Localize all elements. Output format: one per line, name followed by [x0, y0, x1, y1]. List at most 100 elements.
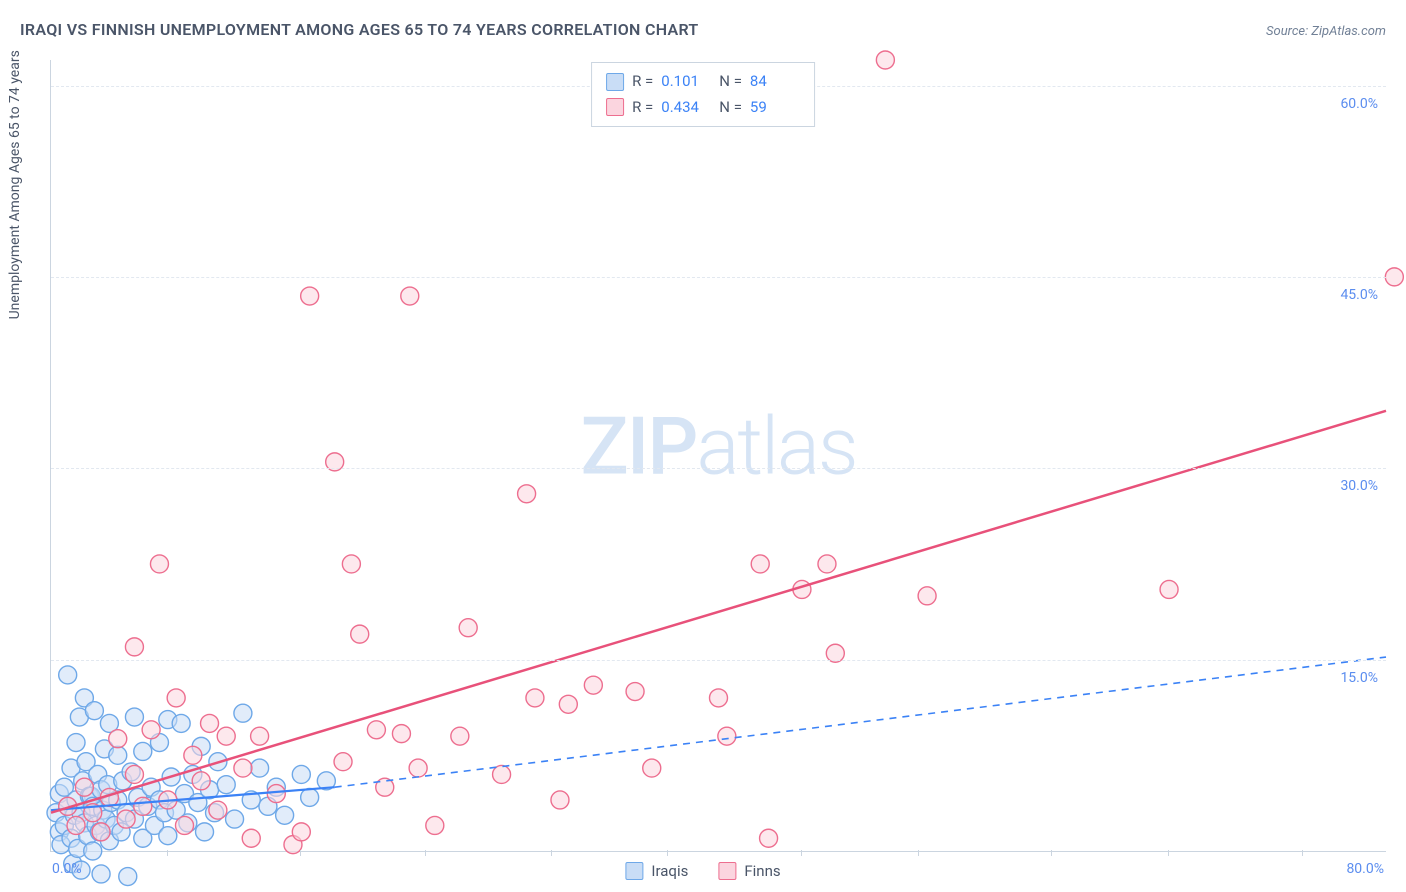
data-point: [1385, 268, 1403, 286]
data-point: [584, 676, 602, 694]
x-tick-mark: [551, 850, 552, 856]
legend-item: Iraqis: [625, 862, 688, 880]
x-tick-mark: [1302, 850, 1303, 856]
data-point: [117, 810, 135, 828]
scatter-svg: [51, 60, 1386, 851]
data-point: [217, 776, 235, 794]
stat-n-label: N =: [719, 95, 742, 121]
data-point: [172, 714, 190, 732]
data-point: [125, 708, 143, 726]
data-point: [301, 788, 319, 806]
data-point: [109, 730, 127, 748]
data-point: [59, 666, 77, 684]
data-point: [342, 555, 360, 573]
x-tick-mark: [1051, 850, 1052, 856]
plot-area: ZIPatlas 15.0%30.0%45.0%60.0%: [50, 60, 1386, 852]
data-point: [401, 287, 419, 305]
gridline: [51, 660, 1386, 661]
data-point: [918, 587, 936, 605]
data-point: [426, 816, 444, 834]
data-point: [292, 765, 310, 783]
data-point: [184, 746, 202, 764]
chart-header: IRAQI VS FINNISH UNEMPLOYMENT AMONG AGES…: [20, 20, 1386, 39]
data-point: [209, 801, 227, 819]
trend-line-dashed: [335, 657, 1386, 787]
data-point: [301, 287, 319, 305]
data-point: [710, 689, 728, 707]
x-max-label: 80.0%: [1346, 861, 1384, 877]
x-tick-mark: [918, 850, 919, 856]
data-point: [292, 823, 310, 841]
data-point: [351, 625, 369, 643]
x-tick-mark: [300, 850, 301, 856]
data-point: [518, 485, 536, 503]
y-tick-label: 45.0%: [1340, 287, 1378, 303]
data-point: [751, 555, 769, 573]
data-point: [67, 734, 85, 752]
data-point: [551, 791, 569, 809]
data-point: [392, 725, 410, 743]
data-point: [643, 759, 661, 777]
gridline: [51, 277, 1386, 278]
data-point: [84, 842, 102, 860]
data-point: [196, 823, 214, 841]
stat-r-label: R =: [632, 69, 653, 95]
data-point: [234, 704, 252, 722]
legend-swatch: [718, 862, 736, 880]
legend-item: Finns: [718, 862, 780, 880]
y-tick-label: 60.0%: [1340, 96, 1378, 112]
data-point: [67, 816, 85, 834]
data-point: [92, 865, 110, 883]
data-point: [109, 746, 127, 764]
stat-r-value: 0.434: [661, 95, 711, 121]
data-point: [85, 702, 103, 720]
data-point: [217, 727, 235, 745]
data-point: [451, 727, 469, 745]
data-point: [176, 816, 194, 834]
data-point: [142, 721, 160, 739]
data-point: [75, 778, 93, 796]
stat-r-label: R =: [632, 95, 653, 121]
legend-label: Finns: [744, 862, 780, 880]
x-origin-label: 0.0%: [52, 861, 82, 877]
data-point: [125, 765, 143, 783]
stats-legend-row: R = 0.434 N = 59: [606, 95, 800, 121]
x-tick-mark: [1168, 850, 1169, 856]
stat-n-label: N =: [719, 69, 742, 95]
data-point: [876, 51, 894, 69]
data-point: [134, 797, 152, 815]
stat-n-value: 84: [750, 69, 800, 95]
data-point: [192, 772, 210, 790]
y-tick-label: 15.0%: [1340, 670, 1378, 686]
data-point: [626, 683, 644, 701]
data-point: [92, 823, 110, 841]
data-point: [334, 753, 352, 771]
gridline: [51, 468, 1386, 469]
data-point: [159, 827, 177, 845]
data-point: [559, 695, 577, 713]
data-point: [718, 727, 736, 745]
stat-n-value: 59: [750, 95, 800, 121]
data-point: [526, 689, 544, 707]
data-point: [276, 806, 294, 824]
data-point: [242, 829, 260, 847]
data-point: [150, 555, 168, 573]
legend-label: Iraqis: [651, 862, 688, 880]
data-point: [409, 759, 427, 777]
data-point: [167, 689, 185, 707]
data-point: [119, 868, 137, 886]
data-point: [459, 619, 477, 637]
trend-line: [51, 411, 1386, 813]
data-point: [251, 727, 269, 745]
y-axis-label: Unemployment Among Ages 65 to 74 years: [7, 50, 23, 319]
data-point: [234, 759, 252, 777]
data-point: [134, 742, 152, 760]
y-tick-label: 30.0%: [1340, 478, 1378, 494]
data-point: [251, 759, 269, 777]
stats-legend: R = 0.101 N = 84 R = 0.434 N = 59: [591, 62, 815, 127]
data-point: [493, 765, 511, 783]
data-point: [201, 714, 219, 732]
data-point: [760, 829, 778, 847]
data-point: [367, 721, 385, 739]
stat-r-value: 0.101: [661, 69, 711, 95]
